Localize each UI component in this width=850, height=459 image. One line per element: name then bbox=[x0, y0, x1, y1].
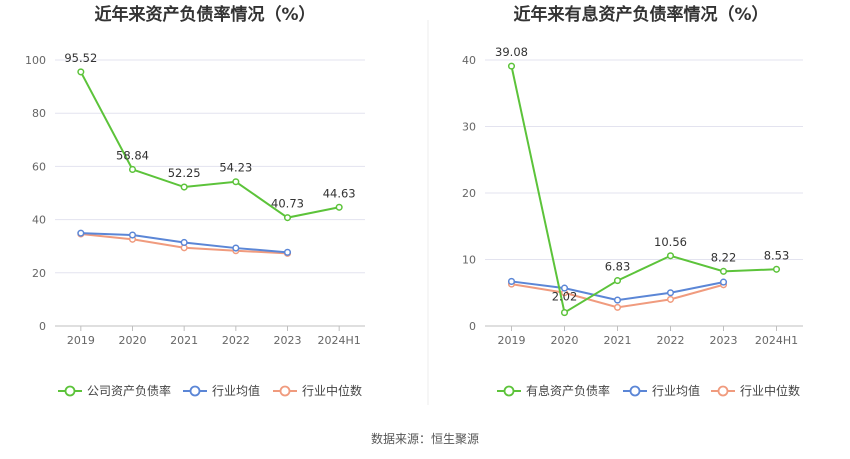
legend-item: 行业中位数 bbox=[273, 383, 362, 398]
data-label: 52.25 bbox=[168, 166, 201, 180]
data-label: 39.08 bbox=[495, 45, 528, 59]
chart-panel-1: 近年来资产负债率情况（%） 0 20 40 60 80 100 2019 2020 2021 202… bbox=[25, 4, 365, 398]
data-label: 54.23 bbox=[219, 161, 252, 175]
x-tick-label: 2024H1 bbox=[755, 334, 798, 347]
data-label: 8.22 bbox=[711, 250, 737, 264]
x-tick-label: 2021 bbox=[170, 334, 198, 347]
legend-marker bbox=[717, 385, 729, 397]
legend-item: 行业中位数 bbox=[711, 383, 800, 398]
legend-marker bbox=[279, 385, 291, 397]
legend-label: 有息资产负债率 bbox=[526, 383, 610, 398]
legend-label: 公司资产负债率 bbox=[87, 383, 171, 398]
data-point bbox=[507, 62, 516, 70]
legend-marker bbox=[503, 385, 515, 397]
y-tick-label: 60 bbox=[32, 160, 46, 173]
y-tick-label: 20 bbox=[32, 267, 46, 280]
x-tick-label: 2019 bbox=[498, 334, 526, 347]
data-label: 8.53 bbox=[764, 248, 790, 262]
y-tick-label: 20 bbox=[462, 187, 476, 200]
series-line-primary bbox=[79, 71, 340, 219]
y-tick-label: 40 bbox=[32, 214, 46, 227]
data-point bbox=[283, 214, 292, 222]
legend-label: 行业中位数 bbox=[302, 383, 362, 398]
data-point bbox=[719, 278, 728, 286]
x-tick-label: 2021 bbox=[604, 334, 632, 347]
data-point bbox=[232, 244, 240, 252]
legend-marker bbox=[64, 385, 76, 397]
data-point bbox=[560, 309, 569, 317]
chart-panel-2: 近年来有息资产负债率情况（%） 0 10 20 30 40 2019 2020 2021 2022… bbox=[462, 4, 803, 398]
y-tick-label: 40 bbox=[462, 54, 476, 67]
x-tick-label: 2022 bbox=[222, 334, 250, 347]
data-point bbox=[719, 267, 728, 275]
x-tick-label: 2020 bbox=[551, 334, 579, 347]
y-tick-label: 10 bbox=[462, 254, 476, 267]
chart-title: 近年来资产负债率情况（%） bbox=[94, 4, 315, 25]
chart-title: 近年来有息资产负债率情况（%） bbox=[513, 4, 768, 25]
data-point bbox=[666, 252, 675, 260]
data-point bbox=[613, 303, 622, 311]
data-label: 2.02 bbox=[552, 290, 578, 304]
legend-item: 有息资产负债率 bbox=[497, 383, 610, 398]
legend-label: 行业中位数 bbox=[740, 383, 800, 398]
legend-label: 行业均值 bbox=[212, 383, 260, 398]
data-point bbox=[232, 178, 240, 186]
legend-item: 公司资产负债率 bbox=[58, 383, 171, 398]
y-tick-label: 30 bbox=[462, 121, 476, 134]
legend-label: 行业均值 bbox=[652, 383, 700, 398]
x-tick-label: 2022 bbox=[657, 334, 685, 347]
data-point bbox=[613, 277, 622, 285]
data-point bbox=[335, 203, 343, 211]
data-point bbox=[128, 165, 137, 174]
data-source: 数据来源：恒生聚源 bbox=[371, 431, 479, 446]
data-label: 40.73 bbox=[271, 197, 304, 211]
data-point bbox=[666, 295, 675, 303]
y-tick-label: 0 bbox=[469, 320, 476, 333]
x-tick-label: 2020 bbox=[119, 334, 147, 347]
data-point bbox=[283, 248, 292, 256]
y-tick-label: 80 bbox=[32, 107, 46, 120]
data-point bbox=[180, 183, 188, 191]
x-tick-label: 2024H1 bbox=[318, 334, 361, 347]
x-tick-label: 2023 bbox=[710, 334, 738, 347]
y-tick-label: 100 bbox=[25, 54, 46, 67]
legend-marker bbox=[189, 385, 201, 397]
data-label: 44.63 bbox=[323, 186, 356, 200]
data-point bbox=[560, 284, 569, 292]
series-line-primary bbox=[510, 65, 777, 315]
data-point bbox=[77, 229, 85, 237]
data-point bbox=[772, 265, 781, 273]
data-label: 10.56 bbox=[654, 235, 687, 249]
data-point bbox=[77, 68, 85, 76]
x-tick-label: 2023 bbox=[274, 334, 302, 347]
data-point bbox=[128, 231, 137, 239]
data-label: 6.83 bbox=[605, 260, 631, 274]
legend-marker bbox=[629, 385, 641, 397]
y-tick-label: 0 bbox=[39, 320, 46, 333]
data-point bbox=[180, 238, 188, 247]
data-label: 58.84 bbox=[116, 148, 149, 162]
legend-item: 行业均值 bbox=[623, 383, 700, 398]
data-point bbox=[666, 289, 675, 297]
data-point bbox=[613, 296, 622, 304]
data-point bbox=[507, 277, 516, 285]
x-tick-label: 2019 bbox=[67, 334, 95, 347]
data-label: 95.52 bbox=[64, 51, 97, 65]
legend-item: 行业均值 bbox=[183, 383, 260, 398]
